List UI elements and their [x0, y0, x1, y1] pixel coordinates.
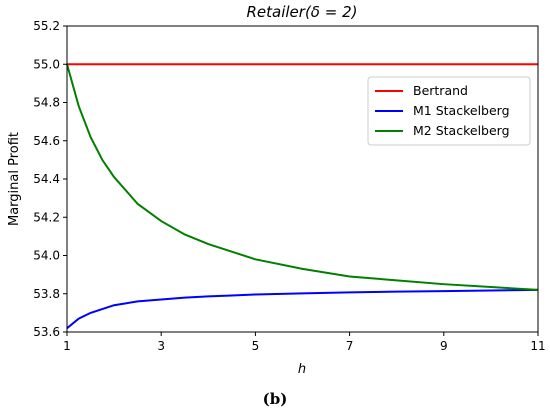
legend-label: M1 Stackelberg: [413, 103, 510, 118]
y-tick-label: 54.0: [33, 249, 60, 263]
legend-label: M2 Stackelberg: [413, 123, 510, 138]
x-tick-label: 9: [440, 339, 448, 353]
axis-ticks: 1 3 5 7 9 11 53.6 53.8 54.0 54.2 54.4 54.6 54.8 55.0 5…: [33, 19, 545, 353]
y-axis-label: Marginal Profit: [7, 132, 22, 226]
x-axis-label: h: [298, 362, 306, 377]
x-tick-label: 5: [252, 339, 260, 353]
figure-caption: (b): [262, 390, 288, 408]
y-tick-label: 55.0: [33, 57, 60, 71]
y-tick-label: 55.2: [33, 19, 60, 33]
x-tick-label: 1: [63, 339, 71, 353]
x-tick-label: 7: [346, 339, 354, 353]
legend-box: [367, 76, 531, 146]
y-tick-label: 53.6: [33, 325, 60, 339]
series-line-2: [66, 63, 539, 291]
y-tick-label: 54.2: [33, 210, 60, 224]
x-tick-label: 11: [530, 339, 545, 353]
legend-label: Bertrand: [413, 83, 468, 98]
series-line-1: [66, 288, 539, 329]
legend: Bertrand M1 Stackelberg M2 Stackelberg: [367, 76, 531, 146]
y-tick-label: 54.6: [33, 134, 60, 148]
chart-title: Retailer(δ = 2): [247, 3, 358, 21]
plot-content: [66, 63, 539, 329]
y-tick-label: 53.8: [33, 287, 60, 301]
y-tick-label: 54.8: [33, 96, 60, 110]
y-tick-label: 54.4: [33, 172, 60, 186]
x-tick-label: 3: [157, 339, 165, 353]
